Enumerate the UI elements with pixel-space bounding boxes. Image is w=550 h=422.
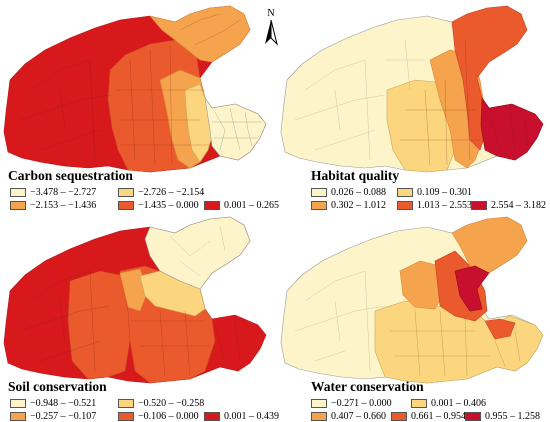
panel-title: Carbon sequestration [8, 168, 133, 183]
legend-item: −0.948 – −0.521 [10, 398, 96, 409]
legend-label: −0.106 – 0.000 [138, 411, 199, 422]
legend-label: −3.478 – −2.727 [30, 187, 97, 198]
legend-swatch [204, 412, 220, 421]
legend-item: 0.407 – 0.660 [311, 411, 386, 422]
legend-label: 0.302 – 1.012 [331, 200, 386, 211]
north-arrow-icon [265, 19, 278, 46]
legend-label: −0.948 – −0.521 [30, 398, 97, 409]
legend-swatch [118, 188, 134, 197]
legend-item: −3.478 – −2.727 [10, 187, 96, 198]
legend-swatch [465, 412, 481, 421]
legend-swatch [311, 412, 327, 421]
legend-swatch [118, 201, 134, 210]
legend-label: 0.026 – 0.088 [331, 187, 386, 198]
legend-label: 0.661 – 0.954 [411, 411, 466, 422]
map-carbon-sequestration [3, 5, 267, 173]
legend-item: −2.153 – −1.436 [10, 200, 96, 211]
legend-label: −2.153 – −1.436 [30, 200, 97, 211]
legend-item: 0.001 – 0.265 [204, 200, 279, 211]
legend-swatch [311, 399, 327, 408]
legend-swatch [204, 201, 220, 210]
legend-label: 0.001 – 0.265 [224, 200, 279, 211]
legend-item: 0.955 – 1.258 [465, 411, 540, 422]
legend-item: 1.013 – 2.553 [397, 200, 472, 211]
legend-item: −2.726 – −2.154 [118, 187, 204, 198]
legend-item: 0.661 – 0.954 [391, 411, 466, 422]
panel-title: Soil conservation [8, 379, 107, 394]
legend-label: −1.435 – 0.000 [138, 200, 199, 211]
legend-label: 0.407 – 0.660 [331, 411, 386, 422]
legend-label: −0.271 – 0.000 [331, 398, 392, 409]
panel-soil-conservation: Soil conservation −0.948 – −0.521 −0.520… [0, 211, 279, 422]
legend-swatch [311, 201, 327, 210]
legend-item: −0.520 – −0.258 [118, 398, 204, 409]
legend-swatch [411, 399, 427, 408]
legend-swatch [471, 201, 487, 210]
legend-swatch [311, 188, 327, 197]
panel-habitat-quality: Habitat quality 0.026 – 0.088 0.109 – 0.… [275, 0, 550, 211]
legend-label: 0.109 – 0.301 [417, 187, 472, 198]
map-habitat-quality [280, 5, 544, 173]
legend-item: −0.271 – 0.000 [311, 398, 392, 409]
legend-swatch [10, 412, 26, 421]
legend-label: −0.520 – −0.258 [138, 398, 205, 409]
legend-label: 0.955 – 1.258 [485, 411, 540, 422]
panel-title: Habitat quality [311, 168, 400, 183]
legend-label: −2.726 – −2.154 [138, 187, 205, 198]
legend-swatch [10, 188, 26, 197]
legend-swatch [118, 399, 134, 408]
legend-label: 1.013 – 2.553 [417, 200, 472, 211]
legend-item: 0.001 – 0.439 [204, 411, 279, 422]
legend-item: 0.302 – 1.012 [311, 200, 386, 211]
legend-label: −0.257 – −0.107 [30, 411, 97, 422]
legend-item: 0.001 – 0.406 [411, 398, 486, 409]
north-arrow: N [262, 8, 280, 48]
legend-swatch [10, 399, 26, 408]
legend-item: −0.106 – 0.000 [118, 411, 199, 422]
panel-carbon-sequestration: Carbon sequestration −3.478 – −2.727 −2.… [0, 0, 279, 211]
legend-swatch [397, 188, 413, 197]
legend-swatch [118, 412, 134, 421]
legend-swatch [10, 201, 26, 210]
legend-item: 0.026 – 0.088 [311, 187, 386, 198]
legend-item: 0.109 – 0.301 [397, 187, 472, 198]
legend-swatch [397, 201, 413, 210]
panel-water-conservation: Water conservation −0.271 – 0.000 0.001 … [275, 211, 550, 422]
north-label: N [267, 8, 275, 19]
legend-label: 0.001 – 0.439 [224, 411, 279, 422]
legend-label: 2.554 – 3.182 [491, 200, 546, 211]
panel-title: Water conservation [311, 379, 424, 394]
map-water-conservation [280, 216, 544, 384]
legend-swatch [391, 412, 407, 421]
map-soil-conservation [3, 216, 267, 384]
legend-item: 2.554 – 3.182 [471, 200, 546, 211]
legend-item: −1.435 – 0.000 [118, 200, 199, 211]
legend-item: −0.257 – −0.107 [10, 411, 96, 422]
legend-label: 0.001 – 0.406 [431, 398, 486, 409]
